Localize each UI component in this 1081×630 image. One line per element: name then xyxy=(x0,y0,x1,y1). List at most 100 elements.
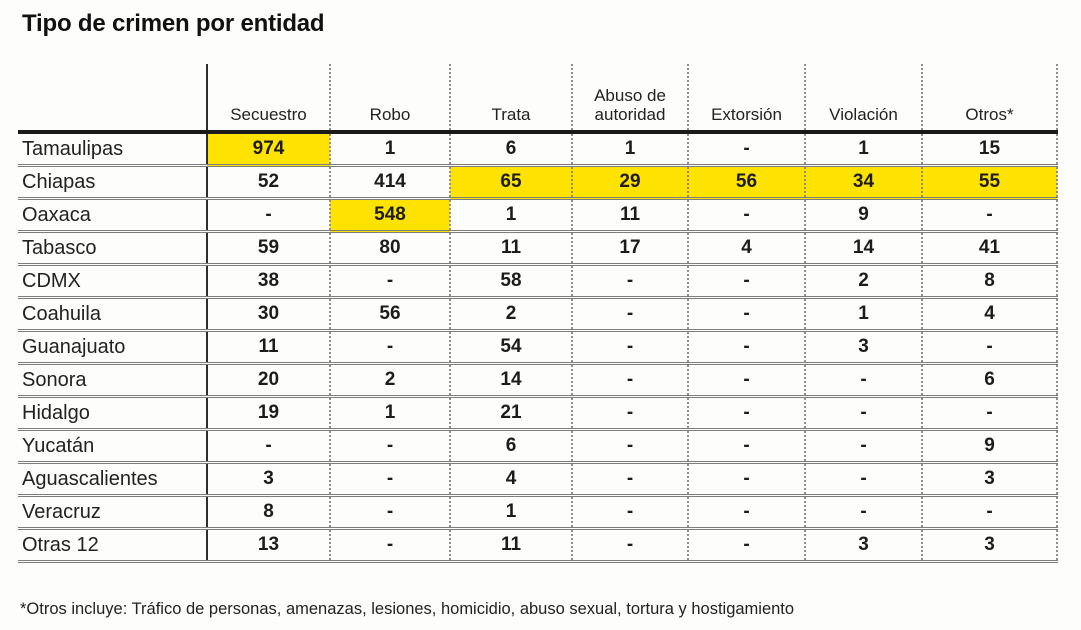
row-label: Hidalgo xyxy=(18,396,207,431)
row-label: Tamaulipas xyxy=(18,132,207,167)
table-cell: 414 xyxy=(329,165,450,200)
table-cell: 19 xyxy=(206,396,330,431)
row-label: Sonora xyxy=(18,363,207,398)
table-cell: 11 xyxy=(571,198,688,233)
table-cell: - xyxy=(571,396,688,431)
table-cell: - xyxy=(329,462,450,497)
table-cell: 80 xyxy=(329,231,450,266)
table-cell: - xyxy=(571,330,688,365)
table-cell: - xyxy=(571,462,688,497)
table-cell: - xyxy=(687,363,805,398)
table-row: Oaxaca -548 1 11-9- xyxy=(18,198,1058,233)
table-cell: - xyxy=(921,396,1058,431)
column-header: Extorsión xyxy=(687,64,805,134)
row-label: Tabasco xyxy=(18,231,207,266)
table-cell: - xyxy=(804,363,922,398)
table-cell: - xyxy=(687,528,805,563)
table-row: Coahuila 30 56 2- -1 4 xyxy=(18,297,1058,332)
table-cell: 1 xyxy=(804,132,922,167)
table-cell: - xyxy=(687,429,805,464)
table-cell: - xyxy=(687,132,805,167)
table-cell: - xyxy=(687,297,805,332)
table-cell: 11 xyxy=(449,528,572,563)
row-label: Coahuila xyxy=(18,297,207,332)
table-cell: 38 xyxy=(206,264,330,299)
column-header: Robo xyxy=(329,64,450,134)
table-cell: - xyxy=(921,330,1058,365)
table-cell: 6 xyxy=(449,132,572,167)
table-cell: 21 xyxy=(449,396,572,431)
table-cell: 6 xyxy=(921,363,1058,398)
table-cell: - xyxy=(329,495,450,530)
column-header: Trata xyxy=(449,64,572,134)
table-cell: 58 xyxy=(449,264,572,299)
row-label: CDMX xyxy=(18,264,207,299)
row-label: Chiapas xyxy=(18,165,207,200)
table-cell: 1 xyxy=(329,132,450,167)
table-cell: - xyxy=(804,495,922,530)
table-cell: 14 xyxy=(804,231,922,266)
crime-table: Secuestro Robo Trata Abuso de autoridad Exto… xyxy=(18,64,1058,563)
table-cell: - xyxy=(687,495,805,530)
table-cell: - xyxy=(571,264,688,299)
table-cell: 8 xyxy=(921,264,1058,299)
table-cell: 2 xyxy=(804,264,922,299)
table-cell: 8 xyxy=(206,495,330,530)
crime-table-container: Secuestro Robo Trata Abuso de autoridad Exto… xyxy=(18,64,1081,563)
table-cell: 2 xyxy=(449,297,572,332)
table-cell: - xyxy=(206,198,330,233)
column-header: Secuestro xyxy=(206,64,330,134)
table-cell: - xyxy=(571,363,688,398)
table-body: Tamaulipas 974 1 6 1-1 15 Chiapas 52 414 65 29 56 34… xyxy=(18,132,1058,563)
table-cell: - xyxy=(329,429,450,464)
table-cell: 1 xyxy=(329,396,450,431)
table-row: Aguascalientes 3-4- - -3 xyxy=(18,462,1058,497)
table-cell: 4 xyxy=(449,462,572,497)
table-cell: - xyxy=(571,297,688,332)
table-row: Tabasco 59 80 11 17 4 14 41 xyxy=(18,231,1058,266)
table-row: Yucatán - -6- - -9 xyxy=(18,429,1058,464)
table-cell: 29 xyxy=(571,165,688,200)
table-cell: 11 xyxy=(206,330,330,365)
row-label: Guanajuato xyxy=(18,330,207,365)
table-row: Guanajuato 11-54- -3- xyxy=(18,330,1058,365)
table-row: Chiapas 52 414 65 29 56 34 55 xyxy=(18,165,1058,200)
table-cell: 1 xyxy=(449,495,572,530)
table-row: Hidalgo 19 1 21- - - - xyxy=(18,396,1058,431)
table-cell: 65 xyxy=(449,165,572,200)
table-cell: 56 xyxy=(687,165,805,200)
table-cell: 15 xyxy=(921,132,1058,167)
table-cell: - xyxy=(687,198,805,233)
table-cell: - xyxy=(804,429,922,464)
header-row: Secuestro Robo Trata Abuso de autoridad Exto… xyxy=(18,64,1058,134)
table-cell: 3 xyxy=(921,528,1058,563)
footnote: *Otros incluye: Tráfico de personas, ame… xyxy=(20,600,795,618)
table-cell: - xyxy=(921,198,1058,233)
table-cell: 13 xyxy=(206,528,330,563)
table-cell: - xyxy=(329,528,450,563)
table-cell: - xyxy=(571,429,688,464)
table-cell: 20 xyxy=(206,363,330,398)
corner-cell xyxy=(18,64,207,134)
table-cell: - xyxy=(921,495,1058,530)
table-cell: 34 xyxy=(804,165,922,200)
table-cell: 1 xyxy=(449,198,572,233)
table-cell: - xyxy=(804,396,922,431)
table-cell: - xyxy=(206,429,330,464)
table-cell: 11 xyxy=(449,231,572,266)
table-row: Veracruz 8-1- - - - xyxy=(18,495,1058,530)
table-row: Tamaulipas 974 1 6 1-1 15 xyxy=(18,132,1058,167)
table-cell: 3 xyxy=(206,462,330,497)
table-cell: - xyxy=(687,330,805,365)
table-cell: 56 xyxy=(329,297,450,332)
column-header: Abuso de autoridad xyxy=(571,64,688,134)
table-cell: - xyxy=(329,264,450,299)
table-cell: 3 xyxy=(804,528,922,563)
table-cell: - xyxy=(804,462,922,497)
table-cell: 30 xyxy=(206,297,330,332)
column-header: Otros* xyxy=(921,64,1058,134)
table-cell: - xyxy=(571,528,688,563)
column-header: Violación xyxy=(804,64,922,134)
row-label: Veracruz xyxy=(18,495,207,530)
table-cell: 3 xyxy=(921,462,1058,497)
